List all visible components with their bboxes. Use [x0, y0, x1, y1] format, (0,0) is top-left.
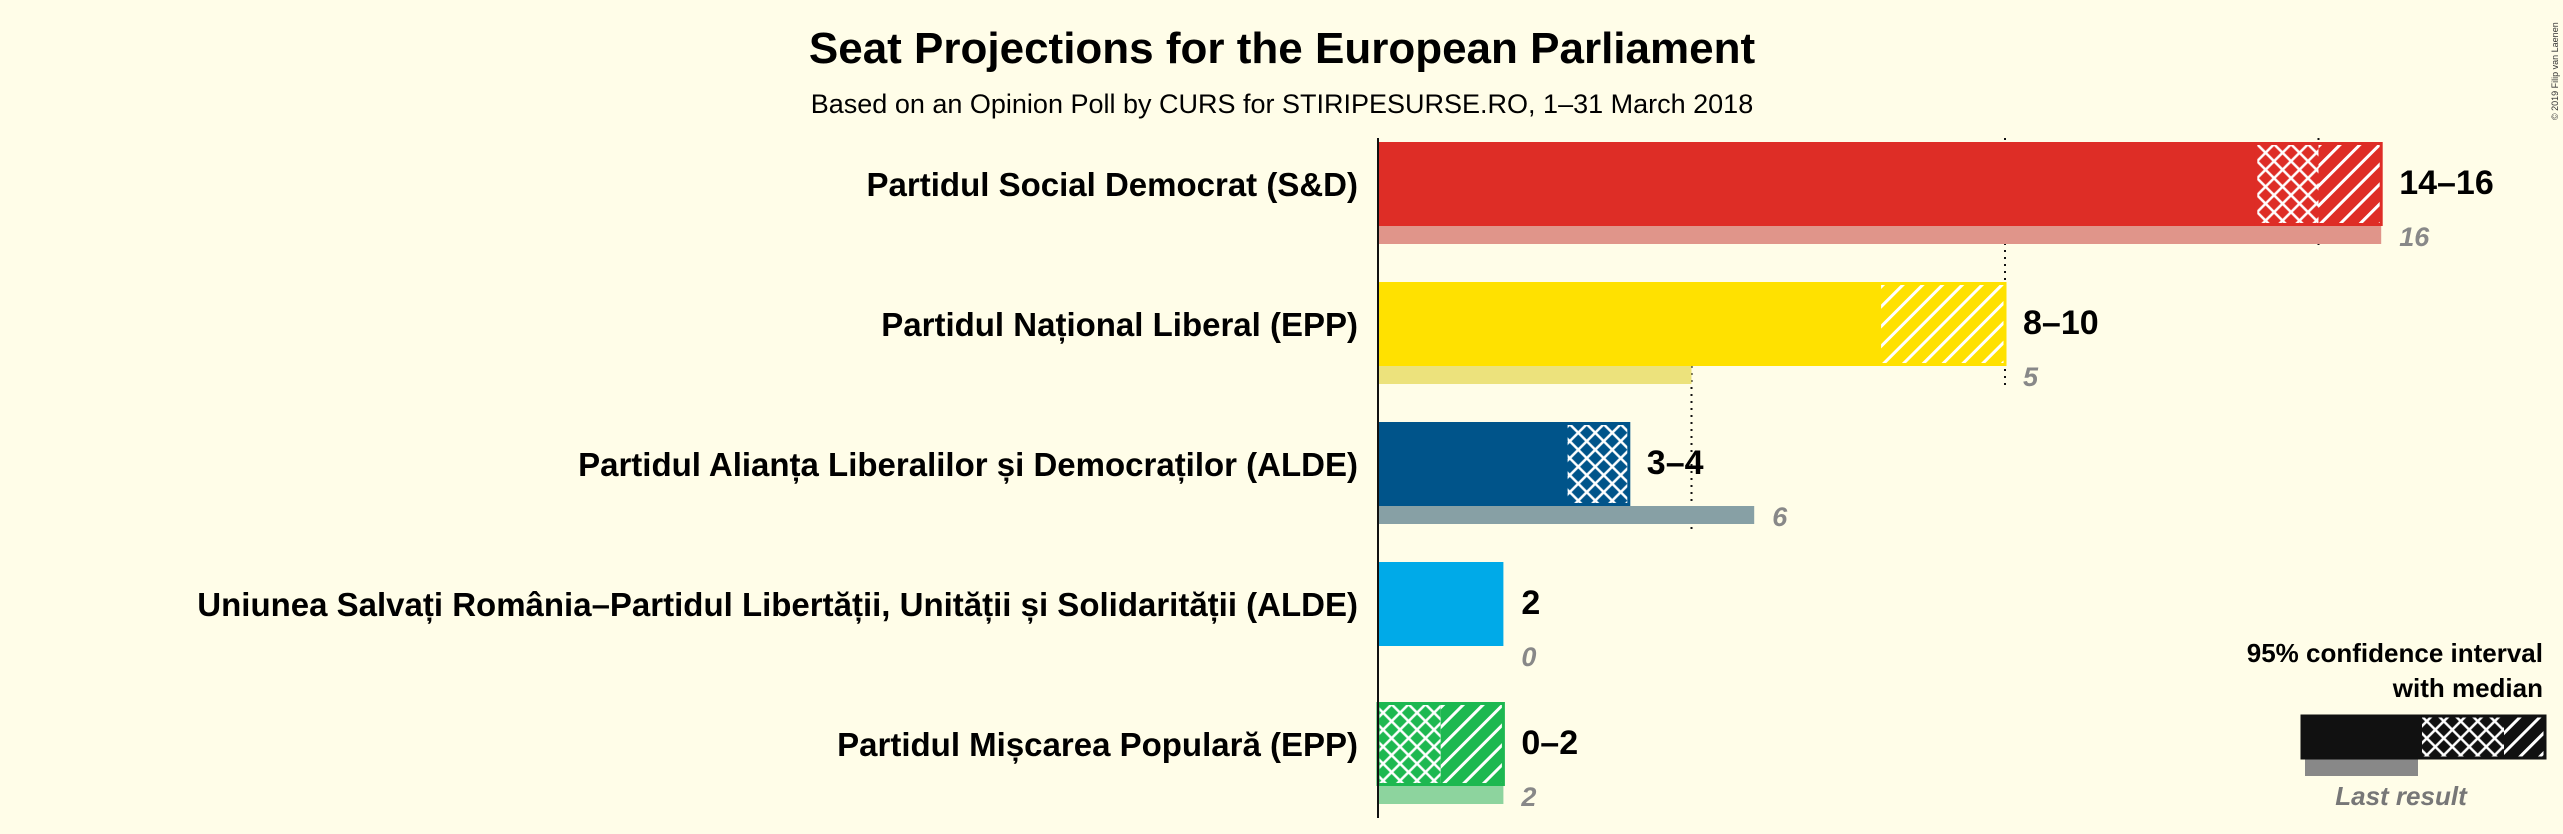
ci-outline-0	[2254, 142, 2383, 226]
legend-solid-bar	[2302, 716, 2422, 758]
solid-bar-3	[1378, 562, 1504, 646]
party-label-1: Partidul Național Liberal (EPP)	[881, 306, 1358, 344]
legend-swatch	[2300, 714, 2547, 776]
last-result-label-3: 0	[1521, 642, 1536, 672]
solid-bar-1	[1378, 282, 1880, 366]
ci-lower-pattern-0	[2255, 142, 2319, 226]
ci-outline-1	[1878, 282, 2007, 366]
chart-title: Seat Projections for the European Parlia…	[809, 24, 1756, 73]
chart-subtitle: Based on an Opinion Poll by CURS for STI…	[811, 89, 1753, 119]
party-label-3: Uniunea Salvați România–Partidul Libertă…	[197, 586, 1358, 624]
last-result-label-4: 2	[1520, 782, 1536, 812]
last-result-label-0: 16	[2399, 222, 2430, 252]
last-result-label-1: 5	[2023, 362, 2039, 392]
party-row-3: Uniunea Salvați România–Partidul Libertă…	[197, 562, 1540, 672]
party-label-2: Partidul Alianța Liberalilor și Democraț…	[578, 446, 1358, 484]
legend-outline	[2300, 714, 2547, 760]
party-row-2: Partidul Alianța Liberalilor și Democraț…	[578, 422, 1788, 532]
ci-upper-pattern-4	[1440, 702, 1504, 786]
legend-line-1: 95% confidence interval	[2247, 638, 2543, 668]
range-label-3: 2	[1521, 584, 1540, 622]
legend-hatch-pattern	[2504, 716, 2545, 758]
ci-upper-pattern-1	[1879, 282, 2005, 366]
range-label-1: 8–10	[2023, 304, 2099, 342]
ci-outline-2	[1564, 422, 1631, 506]
ci-lower-pattern-4	[1378, 702, 1441, 786]
party-row-4: Partidul Mișcarea Populară (EPP) 0–2 2	[837, 702, 1578, 812]
legend-last-result-bar	[2305, 758, 2418, 776]
last-result-label-2: 6	[1772, 502, 1788, 532]
party-label-0: Partidul Social Democrat (S&D)	[867, 166, 1358, 203]
party-row-1: Partidul Național Liberal (EPP) 8–10 5	[881, 282, 2099, 392]
copyright: © 2019 Filip van Laenen	[2550, 22, 2560, 120]
legend-line-2: with median	[2392, 673, 2543, 703]
range-label-2: 3–4	[1647, 444, 1704, 482]
last-result-bar-1	[1378, 366, 1692, 384]
ci-upper-pattern-0	[2318, 142, 2382, 226]
range-label-0: 14–16	[2399, 164, 2494, 202]
last-result-bar-0	[1378, 226, 2382, 244]
ci-lower-pattern-2	[1566, 422, 1629, 506]
range-label-4: 0–2	[1521, 724, 1578, 762]
solid-bar-2	[1378, 422, 1567, 506]
legend-last-result: Last result	[2335, 781, 2468, 811]
solid-bar-0	[1378, 142, 2256, 226]
bars-group: Partidul Social Democrat (S&D) 14–1616Par…	[197, 142, 2494, 812]
party-row-0: Partidul Social Democrat (S&D) 14–16 16	[867, 142, 2494, 252]
last-result-bar-4	[1378, 786, 1504, 804]
party-label-4: Partidul Mișcarea Populară (EPP)	[837, 726, 1358, 764]
legend-cross-pattern	[2422, 716, 2504, 758]
last-result-bar-2	[1378, 506, 1755, 524]
